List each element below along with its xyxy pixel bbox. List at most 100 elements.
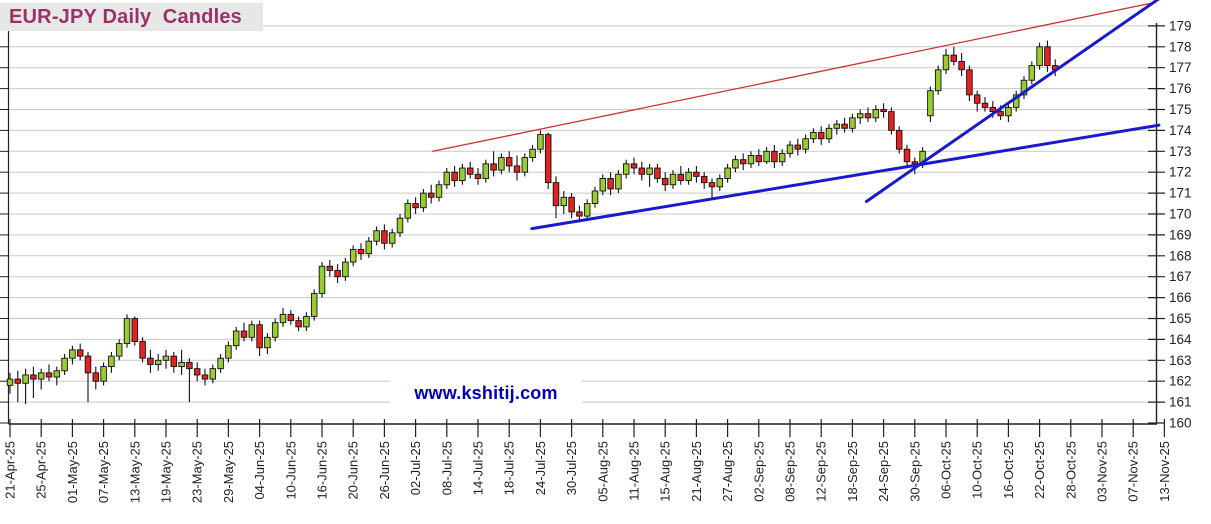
candle-body-up (178, 361, 185, 368)
candle-body-down (880, 109, 887, 113)
candle-body-down (700, 175, 708, 184)
candle-body-down (92, 372, 100, 382)
y-tick-label: 169 (1169, 227, 1192, 242)
candle-body-up (927, 90, 934, 117)
x-tick-label: 07-May-25 (96, 441, 111, 503)
candle-body-up (786, 144, 794, 154)
candle-body-up (560, 196, 568, 207)
x-tick-label: 11-Aug-25 (627, 441, 642, 501)
candle-body-up (833, 123, 841, 129)
candle-body-down (490, 163, 497, 171)
candle-body-up (318, 265, 326, 294)
shallow-support-line (530, 123, 1161, 231)
candle-body-up (209, 368, 217, 380)
candle-body-up (6, 378, 14, 386)
x-tick-label: 15-Aug-25 (658, 441, 673, 502)
candle-body-up (622, 163, 630, 175)
candle-body-up (1020, 79, 1028, 96)
candle-body-up (1028, 65, 1036, 81)
candle-body-down (381, 230, 388, 244)
candle-body-up (342, 261, 349, 278)
candle-body-up (303, 315, 310, 328)
candle-body-up (1005, 106, 1012, 117)
candle-body-up (53, 370, 61, 378)
candle-body-up (123, 318, 131, 345)
candle-body-down (864, 113, 872, 119)
candle-body-down (950, 54, 958, 62)
candle-body-down (630, 163, 638, 169)
candle-body-down (170, 355, 178, 368)
steep-support-line (864, 0, 1160, 203)
x-tick-label: 03-Nov-25 (1095, 441, 1110, 502)
candle-body-down (474, 173, 482, 179)
x-tick-label: 30-Jul-25 (564, 441, 579, 495)
x-tick-label: 20-Jun-25 (346, 441, 361, 500)
candle-body-down (911, 161, 919, 165)
y-tick-label: 167 (1169, 269, 1192, 284)
candle-body-down (193, 368, 201, 376)
x-tick-label: 18-Sep-25 (845, 441, 860, 502)
candle-body-down (638, 167, 646, 175)
trend-lines (432, 0, 1161, 231)
candle-body-down (326, 265, 334, 271)
candle-body-up (482, 163, 490, 179)
chart-title: EUR-JPY Daily Candles (9, 6, 243, 28)
candle-body-up (537, 134, 544, 150)
y-tick-label: 177 (1169, 60, 1192, 75)
candle-body-down (895, 129, 903, 150)
candle-body-down (568, 196, 575, 213)
x-tick-label: 10-Oct-25 (970, 441, 985, 499)
candle-body-up (669, 173, 677, 186)
candle-body-up (115, 343, 123, 357)
y-tick-label: 176 (1169, 81, 1192, 96)
candle-body-up (373, 230, 380, 242)
x-tick-label: 27-Aug-25 (720, 441, 735, 502)
candle-body-down (334, 269, 341, 278)
candle-body-up (685, 171, 692, 182)
candle-body-down (466, 167, 474, 175)
candle-body-down (505, 157, 513, 167)
candle-body-up (154, 359, 162, 365)
candle-body-up (498, 157, 505, 171)
candle-body-up (872, 109, 880, 119)
upper-resistance-line (432, 2, 1154, 152)
x-tick-label: 28-Oct-25 (1063, 441, 1078, 499)
x-tick-label: 29-May-25 (221, 441, 236, 503)
y-tick-label: 170 (1169, 207, 1192, 222)
candle-body-up (396, 217, 404, 234)
candle-body-down (654, 167, 661, 179)
candle-body-down (544, 134, 552, 184)
x-tick-label: 14-Jul-25 (471, 441, 486, 495)
candle-body-down (147, 357, 154, 365)
candle-body-up (443, 171, 451, 186)
watermark-link[interactable]: www.kshitij.com (414, 383, 558, 403)
candle-body-up (22, 374, 29, 384)
candle-body-down (45, 372, 53, 378)
x-tick-label: 19-May-25 (159, 441, 174, 503)
x-tick-label: 08-Jul-25 (439, 441, 454, 495)
candle-body-down (607, 178, 614, 190)
y-tick-label: 175 (1169, 102, 1192, 117)
candle-body-up (61, 357, 68, 372)
candle-body-up (459, 167, 466, 182)
y-tick-label: 172 (1169, 165, 1192, 180)
candle-body-down (84, 355, 92, 374)
candle-body-down (552, 182, 560, 207)
candle-body-down (576, 211, 583, 217)
x-tick-label: 10-Jun-25 (283, 441, 298, 500)
candle-body-up (716, 178, 724, 188)
y-tick-label: 160 (1169, 416, 1192, 431)
candle-body-up (310, 292, 318, 317)
candle-body-down (708, 182, 716, 188)
candle-body-down (513, 165, 521, 173)
candle-body-down (256, 324, 263, 349)
x-tick-label: 18-Jul-25 (502, 441, 517, 495)
candle-body-up (856, 113, 864, 119)
candle-body-down (973, 94, 981, 104)
x-tick-label: 16-Oct-25 (1001, 441, 1016, 499)
grid-lines (8, 25, 1157, 403)
candle-body-down (661, 178, 669, 186)
candle-body-up (162, 355, 170, 361)
